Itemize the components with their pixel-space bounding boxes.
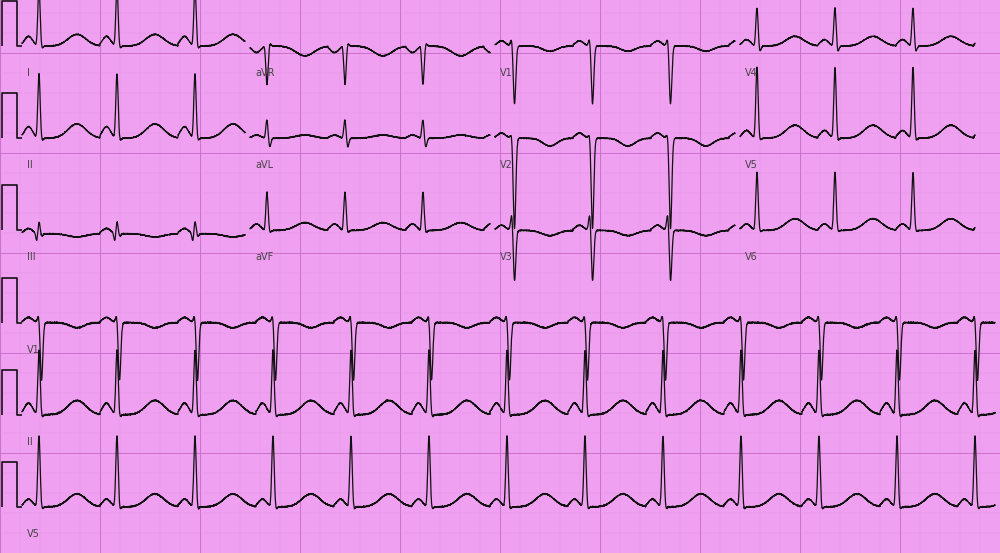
Text: V5: V5 xyxy=(745,160,758,170)
Text: V4: V4 xyxy=(745,68,758,78)
Text: aVR: aVR xyxy=(255,68,274,78)
Text: III: III xyxy=(27,252,36,263)
Text: I: I xyxy=(27,68,30,78)
Text: V5: V5 xyxy=(27,529,40,539)
Text: aVL: aVL xyxy=(255,160,273,170)
Text: aVF: aVF xyxy=(255,252,273,263)
Text: V6: V6 xyxy=(745,252,758,263)
Text: V2: V2 xyxy=(500,160,513,170)
Text: II: II xyxy=(27,160,33,170)
Text: II: II xyxy=(27,437,33,447)
Text: V3: V3 xyxy=(500,252,513,263)
Text: V1: V1 xyxy=(500,68,513,78)
Text: V1: V1 xyxy=(27,345,40,354)
